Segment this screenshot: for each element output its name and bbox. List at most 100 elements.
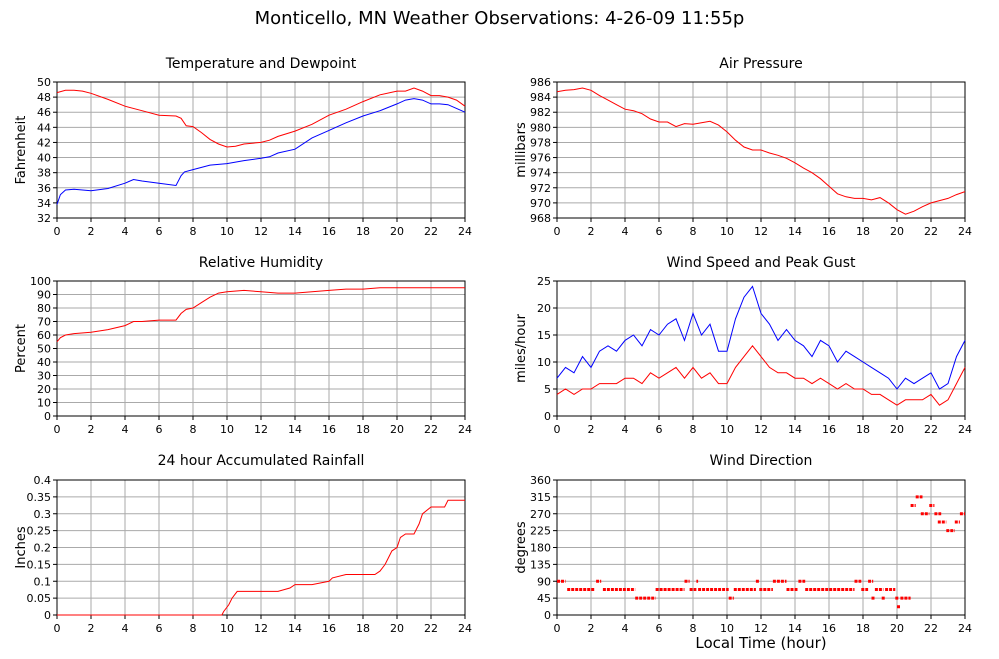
x-tick-label: 12 [754, 622, 768, 635]
y-tick-label: 25 [537, 275, 551, 288]
y-tick-label: 10 [537, 356, 551, 369]
series-line-1 [56, 98, 466, 205]
temp-chart-title: Temperature and Dewpoint [165, 56, 357, 72]
series-line-0 [556, 285, 966, 390]
x-tick-label: 16 [322, 622, 336, 635]
y-tick-label: 60 [37, 329, 51, 342]
x-tick-label: 0 [554, 423, 561, 436]
x-tick-label: 12 [754, 225, 768, 238]
direction-chart-title: Wind Direction [709, 453, 813, 469]
y-axis-label: degrees [514, 521, 529, 574]
x-tick-label: 6 [156, 622, 163, 635]
x-tick-label: 18 [356, 622, 370, 635]
x-tick-label: 24 [958, 225, 972, 238]
x-tick-label: 22 [424, 225, 438, 238]
x-axis-label: Local Time (hour) [695, 634, 827, 652]
y-tick-label: 36 [37, 182, 51, 195]
x-tick-label: 20 [390, 423, 404, 436]
y-tick-label: 984 [530, 91, 551, 104]
series-line-0 [56, 87, 466, 148]
humidity-chart-title: Relative Humidity [198, 255, 324, 271]
x-tick-label: 10 [220, 622, 234, 635]
x-tick-label: 16 [822, 423, 836, 436]
y-tick-label: 10 [37, 397, 51, 410]
x-tick-label: 18 [856, 225, 870, 238]
x-tick-label: 8 [190, 423, 197, 436]
plot-frame [56, 280, 466, 417]
y-tick-label: 0 [44, 609, 51, 622]
x-tick-label: 18 [356, 225, 370, 238]
plot-frame [56, 479, 466, 616]
x-tick-label: 2 [88, 225, 95, 238]
y-tick-label: 225 [530, 525, 551, 538]
y-tick-label: 968 [530, 212, 551, 225]
x-tick-label: 16 [822, 225, 836, 238]
x-tick-label: 22 [924, 423, 938, 436]
y-tick-label: 34 [37, 197, 51, 210]
y-tick-label: 42 [37, 136, 51, 149]
y-tick-label: 15 [537, 329, 551, 342]
x-tick-label: 22 [924, 622, 938, 635]
y-tick-label: 0.2 [34, 542, 52, 555]
y-tick-label: 0.4 [34, 474, 52, 487]
x-tick-label: 18 [856, 622, 870, 635]
y-tick-label: 70 [37, 316, 51, 329]
x-tick-label: 14 [788, 423, 802, 436]
x-tick-label: 14 [288, 225, 302, 238]
x-tick-label: 2 [88, 423, 95, 436]
x-tick-label: 20 [390, 225, 404, 238]
x-tick-label: 14 [788, 622, 802, 635]
x-tick-label: 2 [588, 225, 595, 238]
y-axis-label: Fahrenheit [14, 116, 29, 185]
x-tick-label: 10 [720, 225, 734, 238]
x-tick-label: 2 [588, 423, 595, 436]
x-tick-label: 0 [54, 225, 61, 238]
x-tick-label: 4 [622, 225, 629, 238]
x-tick-label: 4 [122, 423, 129, 436]
y-tick-label: 50 [37, 76, 51, 89]
pressure-chart-title: Air Pressure [719, 56, 803, 72]
x-tick-label: 12 [754, 423, 768, 436]
page-title: Monticello, MN Weather Observations: 4-2… [254, 8, 745, 29]
y-tick-label: 972 [530, 182, 551, 195]
y-tick-label: 976 [530, 152, 551, 165]
y-tick-label: 20 [537, 302, 551, 315]
x-tick-label: 0 [54, 423, 61, 436]
x-tick-label: 20 [390, 622, 404, 635]
y-tick-label: 80 [37, 302, 51, 315]
x-tick-label: 16 [822, 622, 836, 635]
y-tick-label: 48 [37, 91, 51, 104]
x-tick-label: 22 [924, 225, 938, 238]
rain-chart-title: 24 hour Accumulated Rainfall [157, 453, 365, 469]
x-tick-label: 24 [958, 423, 972, 436]
y-tick-label: 0.1 [34, 575, 52, 588]
x-tick-label: 24 [458, 622, 472, 635]
y-tick-label: 0 [544, 609, 551, 622]
y-tick-label: 0.35 [27, 491, 52, 504]
y-tick-label: 40 [37, 356, 51, 369]
x-tick-label: 20 [890, 423, 904, 436]
y-tick-label: 270 [530, 508, 551, 521]
x-tick-label: 4 [122, 225, 129, 238]
x-tick-label: 10 [720, 423, 734, 436]
y-tick-label: 986 [530, 76, 551, 89]
y-tick-label: 90 [37, 289, 51, 302]
x-tick-label: 22 [424, 423, 438, 436]
x-tick-label: 8 [190, 225, 197, 238]
x-tick-label: 20 [890, 622, 904, 635]
plot-frame [556, 81, 966, 219]
y-tick-label: 20 [37, 383, 51, 396]
x-tick-label: 12 [254, 423, 268, 436]
y-tick-label: 38 [37, 167, 51, 180]
x-tick-label: 10 [220, 423, 234, 436]
x-tick-label: 0 [554, 622, 561, 635]
y-tick-label: 0 [44, 410, 51, 423]
y-tick-label: 90 [537, 575, 551, 588]
x-tick-label: 12 [254, 225, 268, 238]
x-tick-label: 24 [958, 622, 972, 635]
y-tick-label: 0.3 [34, 508, 52, 521]
x-tick-label: 10 [720, 622, 734, 635]
series-line-1 [556, 344, 966, 406]
